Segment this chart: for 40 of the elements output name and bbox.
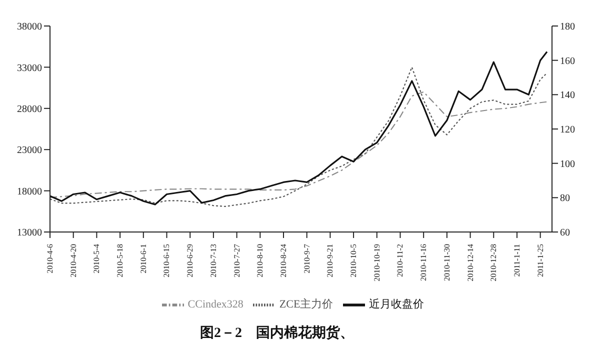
legend-label: ZCE主力价: [279, 298, 334, 311]
y2-tick-label: 60: [560, 228, 570, 239]
x-tick-label: 2010-10-5: [349, 244, 358, 278]
x-tick-label: 2010-4-6: [46, 244, 54, 274]
x-tick-label: 2011-1-11: [512, 244, 522, 277]
y-tick-label: 18000: [17, 186, 42, 198]
y-tick-label: 28000: [17, 104, 42, 115]
y2-tick-label: 120: [560, 124, 575, 136]
y2-tick-label: 100: [560, 158, 575, 170]
x-tick-label: 2010-5-18: [116, 244, 125, 278]
x-tick-label: 2010-6-1: [138, 244, 148, 274]
x-tick-label: 2010-7-27: [232, 244, 242, 278]
x-tick-label: 2010-9-7: [302, 244, 312, 274]
x-tick-label: 2010-10-19: [372, 244, 382, 282]
x-tick-label: 2010-11-30: [442, 244, 452, 282]
x-tick-label: 2010-6-15: [162, 244, 172, 278]
x-tick-label: 2010-5-4: [92, 244, 102, 274]
x-tick-label: 2011-1-25: [536, 244, 545, 278]
x-tick-label: 2010-8-24: [278, 244, 288, 278]
legend-label: CCindex328: [188, 298, 244, 311]
y-tick-label: 38000: [17, 22, 42, 33]
x-tick-label: 2010-8-10: [256, 244, 265, 278]
x-tick-label: 2010-6-29: [186, 244, 195, 278]
y-tick-label: 33000: [17, 62, 42, 74]
y-tick-label: 23000: [17, 145, 42, 156]
x-tick-label: 2010-11-2: [396, 244, 405, 278]
y-tick-label: 13000: [17, 228, 42, 239]
x-tick-label: 2010-12-14: [466, 244, 475, 282]
y2-tick-label: 80: [560, 193, 570, 204]
legend-label: 近月收盘价: [369, 298, 424, 311]
y2-tick-label: 140: [560, 90, 575, 102]
x-tick-label: 2010-12-28: [489, 244, 498, 282]
x-tick-label: 2010-9-21: [326, 244, 335, 278]
line-series: [50, 91, 548, 198]
x-tick-label: 2010-7-13: [208, 244, 218, 278]
y2-tick-label: 180: [560, 22, 575, 33]
text: 图2－2 国内棉花期货、: [199, 324, 355, 342]
y2-tick-label: 160: [560, 56, 575, 67]
x-tick-label: 2010-4-20: [68, 244, 78, 278]
x-tick-label: 2010-11-16: [419, 244, 428, 282]
